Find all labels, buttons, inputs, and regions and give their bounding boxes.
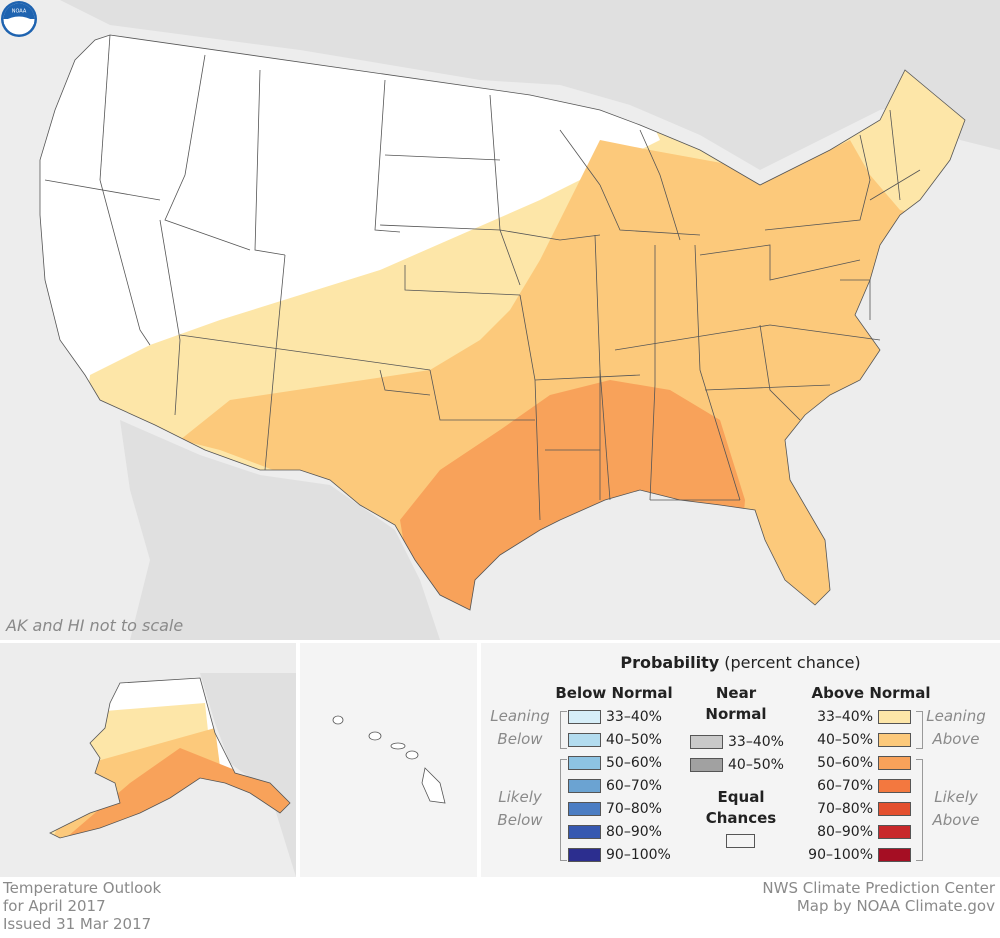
near-normal-label: 40–50% [728,757,784,773]
likely-below-label: Likely Below [497,788,543,829]
leaning-above-label: Leaning Above [926,707,986,748]
below-normal-label: 80–90% [606,824,662,840]
above-normal-label: 50–60% [817,755,873,771]
near-normal-swatch [690,735,723,749]
above-normal-swatch [878,779,911,793]
near-normal-item: 40–50% [690,755,784,775]
state-boundaries [39,34,966,611]
below-normal-item: 33–40% [568,707,662,727]
below-normal-label: 40–50% [606,732,662,748]
above-normal-item: 70–80% [801,799,911,819]
above-normal-label: 80–90% [817,824,873,840]
hawaii-islands [332,715,446,804]
below-normal-swatch [568,733,601,747]
legend: Probability (percent chance) Below Norma… [481,643,1000,877]
near-normal-item: 33–40% [690,732,784,752]
hawaii-inset [300,643,477,877]
below-normal-item: 90–100% [568,845,671,865]
below-normal-swatch [568,825,601,839]
likely-above-bracket [916,759,923,861]
below-normal-item: 60–70% [568,776,662,796]
above-normal-label: 33–40% [817,709,873,725]
leaning-above-bracket [916,711,923,749]
legend-title: Probability (percent chance) [481,653,1000,672]
above-normal-label: 90–100% [808,847,873,863]
above-normal-label: 60–70% [817,778,873,794]
above-normal-heading: Above Normal [811,684,931,702]
canada-landmass [0,0,1000,170]
alaska-inset [0,643,296,877]
above-normal-label: 40–50% [817,732,873,748]
below-normal-item: 80–90% [568,822,662,842]
noaa-logo-text: NOAA [12,9,27,15]
below-normal-swatch [568,779,601,793]
below-normal-swatch [568,710,601,724]
near-normal-label: 33–40% [728,734,784,750]
scale-note: AK and HI not to scale [6,616,184,635]
below-normal-label: 90–100% [606,847,671,863]
below-normal-item: 70–80% [568,799,662,819]
credit-climate-gov: Map by NOAA Climate.gov [796,897,995,915]
hawaii-map-svg [332,715,446,804]
above-normal-swatch [878,848,911,862]
leaning-below-bracket [560,711,567,749]
near-normal-heading: Near Normal [705,684,767,723]
above-normal-swatch [878,756,911,770]
alaska-map-svg [49,673,296,877]
below-normal-label: 50–60% [606,755,662,771]
below-normal-label: 60–70% [606,778,662,794]
issue-date: Issued 31 Mar 2017 [3,915,152,933]
conus-map-svg [0,0,1000,640]
below-normal-swatch [568,756,601,770]
below-normal-item: 50–60% [568,753,662,773]
canada-near-alaska [200,673,296,877]
above-normal-swatch [878,733,911,747]
legend-title-main: Probability [620,653,720,672]
above-normal-label: 70–80% [817,801,873,817]
below-normal-label: 70–80% [606,801,662,817]
above-normal-item: 90–100% [801,845,911,865]
noaa-logo-icon: NOAA [1,1,37,37]
above-normal-item: 40–50% [801,730,911,750]
below-normal-heading: Below Normal [555,684,673,702]
conus-map: AK and HI not to scale NOAA [0,0,1000,640]
mexico-landmass [120,420,440,640]
above-normal-item: 33–40% [801,707,911,727]
outlook-period: for April 2017 [3,897,106,915]
above-normal-swatch [878,825,911,839]
footer-left: Temperature Outlook for April 2017 Issue… [3,879,161,933]
below-normal-label: 33–40% [606,709,662,725]
above-normal-swatch [878,710,911,724]
equal-chances-heading: Equal Chances [705,788,777,827]
likely-above-label: Likely Above [932,788,980,829]
above-normal-swatch [878,802,911,816]
legend-title-suffix: (percent chance) [724,653,861,672]
below-normal-swatch [568,848,601,862]
below-normal-item: 40–50% [568,730,662,750]
near-normal-swatch [690,758,723,772]
leaning-below-label: Leaning Below [490,707,550,748]
likely-below-bracket [560,759,567,861]
outline-title: Temperature Outlook [3,879,162,897]
above-normal-item: 80–90% [801,822,911,842]
footer-right: NWS Climate Prediction Center Map by NOA… [762,879,995,915]
above-normal-item: 50–60% [801,753,911,773]
above-normal-item: 60–70% [801,776,911,796]
equal-chances-swatch [726,834,755,848]
below-normal-swatch [568,802,601,816]
credit-cpc: NWS Climate Prediction Center [762,879,995,897]
